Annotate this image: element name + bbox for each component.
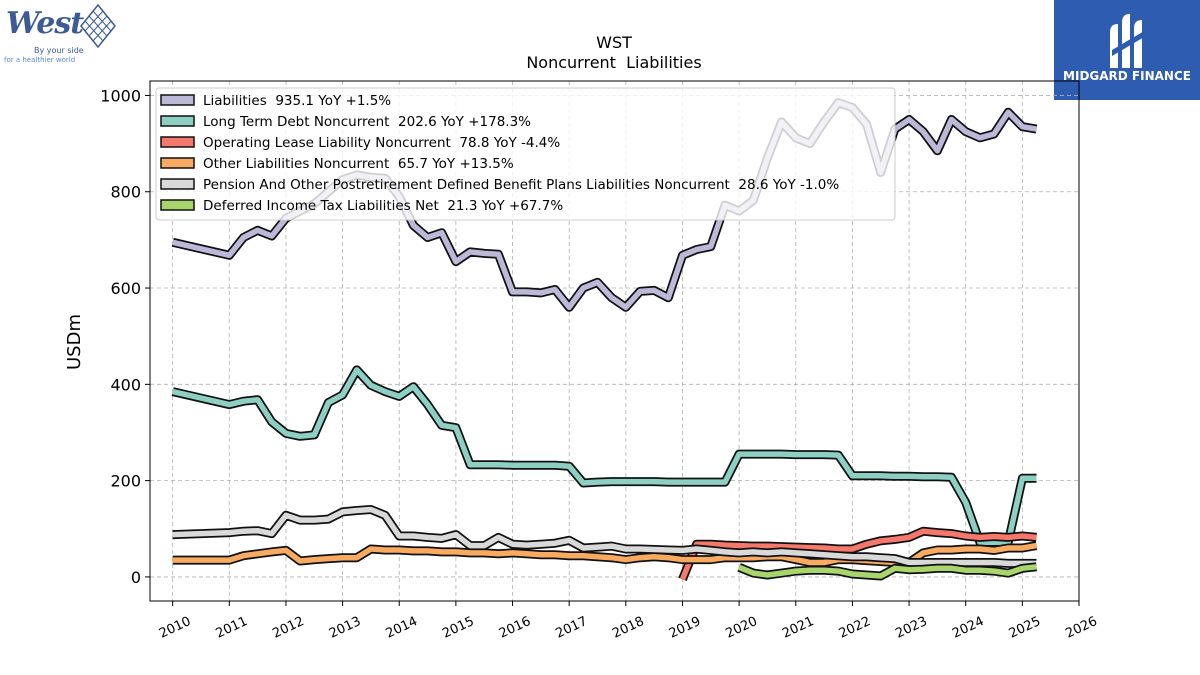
series-line-6 bbox=[737, 562, 1037, 581]
legend-swatch bbox=[160, 157, 195, 169]
midgard-logo: MIDGARD FINANCE bbox=[1054, 0, 1200, 100]
series-line-fill bbox=[679, 528, 1037, 581]
legend-label: Liabilities 935.1 YoY +1.5% bbox=[203, 93, 391, 109]
legend-label: Operating Lease Liability Noncurrent 78.… bbox=[203, 135, 560, 151]
x-tick-label: 2023 bbox=[893, 614, 929, 642]
west-logo-word: West bbox=[6, 6, 84, 41]
legend-swatch bbox=[160, 115, 195, 127]
legend-swatch bbox=[160, 94, 195, 106]
x-tick-label: 2013 bbox=[327, 614, 363, 642]
x-tick-label: 2024 bbox=[950, 614, 986, 642]
series-line-3 bbox=[678, 526, 1037, 581]
x-tick-label: 2017 bbox=[554, 614, 590, 642]
y-tick-label: 400 bbox=[110, 375, 141, 394]
legend-swatch bbox=[160, 199, 195, 211]
chart-subtitle: Noncurrent Liabilities bbox=[526, 53, 701, 72]
x-tick-label: 2015 bbox=[440, 614, 476, 642]
midgard-logo-text: MIDGARD FINANCE bbox=[1063, 69, 1191, 83]
y-axis-label: USDm bbox=[64, 314, 85, 370]
west-logo-subtagline: for a healthier world bbox=[4, 56, 76, 64]
series-line-fill bbox=[738, 564, 1037, 579]
x-tick-label: 2020 bbox=[723, 614, 759, 642]
y-tick-label: 200 bbox=[110, 472, 141, 491]
x-tick-label: 2019 bbox=[667, 614, 703, 642]
legend-swatch bbox=[160, 136, 195, 148]
west-logo-tagline: By your side bbox=[34, 46, 84, 55]
legend: Liabilities 935.1 YoY +1.5% Long Term Deb… bbox=[155, 87, 896, 221]
legend-swatch bbox=[160, 178, 195, 190]
legend-label: Other Liabilities Noncurrent 65.7 YoY +1… bbox=[203, 156, 514, 172]
x-tick-label: 2016 bbox=[497, 614, 533, 642]
legend-box bbox=[155, 87, 896, 221]
y-tick-label: 0 bbox=[131, 568, 141, 587]
x-tick-label: 2026 bbox=[1063, 614, 1099, 642]
series-line-5 bbox=[172, 505, 1037, 568]
y-tick-label: 1000 bbox=[100, 86, 141, 105]
y-tick-label: 800 bbox=[110, 183, 141, 202]
series-line-fill bbox=[172, 506, 1037, 567]
midgard-m-logo-icon bbox=[1110, 14, 1146, 68]
x-tick-label: 2021 bbox=[780, 614, 816, 642]
series-line-2 bbox=[171, 365, 1037, 547]
plot-frame bbox=[149, 80, 1080, 602]
x-tick-label: 2014 bbox=[384, 614, 420, 642]
legend-label: Deferred Income Tax Liabilities Net 21.3… bbox=[203, 198, 563, 214]
x-tick-label: 2011 bbox=[214, 614, 250, 642]
chart-title: WST bbox=[596, 33, 632, 52]
west-diamond-logo-icon bbox=[80, 4, 116, 48]
x-tick-label: 2010 bbox=[157, 614, 193, 642]
x-tick-label: 2025 bbox=[1007, 614, 1043, 642]
series-line-fill bbox=[172, 367, 1037, 546]
x-tick-label: 2012 bbox=[270, 614, 306, 642]
west-logo: West By your side for a healthier world bbox=[4, 4, 116, 68]
y-tick-label: 600 bbox=[110, 279, 141, 298]
x-tick-label: 2022 bbox=[837, 614, 873, 642]
legend-label: Long Term Debt Noncurrent 202.6 YoY +178… bbox=[203, 114, 531, 130]
x-tick-label: 2018 bbox=[610, 614, 646, 642]
legend-label: Pension And Other Postretirement Defined… bbox=[203, 177, 839, 193]
